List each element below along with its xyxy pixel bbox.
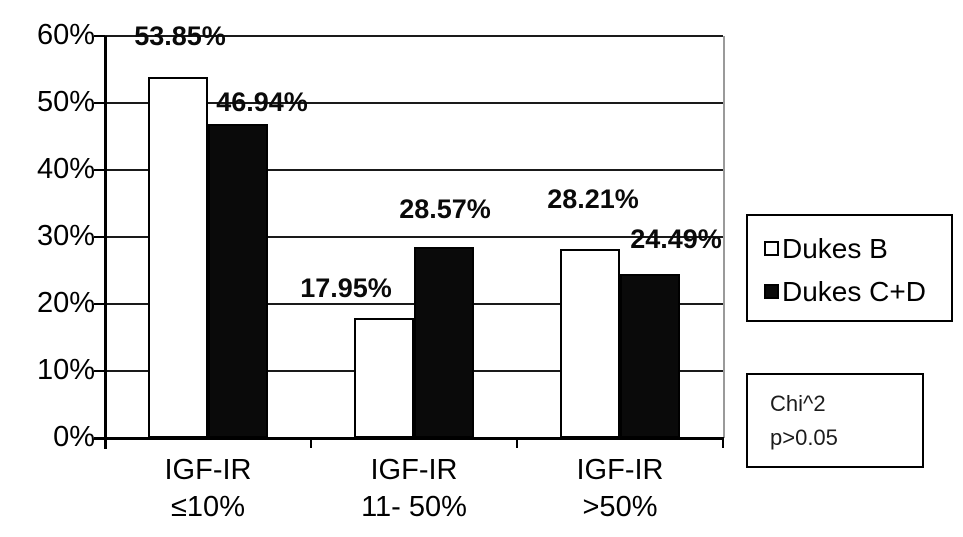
x-axis-tick-2: [722, 437, 724, 448]
x-category-label-2: IGF-IR 11- 50%: [304, 452, 524, 526]
legend-item-dukes-b: Dukes B: [764, 230, 951, 267]
data-label-dukes-b-3: 28.21%: [547, 184, 639, 214]
bar-dukes-c-d-3: [620, 273, 680, 438]
y-axis-line: [104, 36, 107, 449]
y-axis-label-20: 20%: [36, 287, 95, 319]
legend-label-dukes-b: Dukes B: [782, 232, 888, 264]
gridline-30: [105, 236, 723, 238]
y-axis-label-40: 40%: [36, 153, 95, 185]
legend-label-dukes-c-d: Dukes C+D: [782, 275, 926, 307]
x-category-line2: 11- 50%: [361, 491, 467, 523]
x-axis-tick-0: [310, 437, 312, 448]
x-category-line1: IGF-IR: [164, 454, 252, 486]
x-category-line1: IGF-IR: [576, 454, 664, 486]
data-label-dukes-c-d-1: 46.94%: [216, 87, 308, 117]
bar-dukes-b-3: [560, 248, 620, 438]
chi-square-label: Chi^2: [770, 391, 826, 416]
y-axis-label-50: 50%: [36, 86, 95, 118]
gridline-50: [105, 102, 723, 104]
p-value-label: p>0.05: [770, 425, 838, 450]
y-axis-tick: [94, 236, 105, 238]
y-axis-label-60: 60%: [36, 19, 95, 51]
x-category-label-1: IGF-IR ≤10%: [98, 452, 318, 526]
plot-right-border: [723, 36, 725, 438]
y-axis-label-30: 30%: [36, 220, 95, 252]
y-axis-tick: [94, 303, 105, 305]
data-label-dukes-c-d-2: 28.57%: [399, 194, 491, 224]
gridline-40: [105, 169, 723, 171]
y-axis-tick: [94, 169, 105, 171]
gridline-60: [105, 35, 723, 37]
chi-square-note-box: Chi^2 p>0.05: [746, 373, 924, 468]
legend-box: Dukes B Dukes C+D: [746, 214, 953, 322]
filled-square-swatch-icon: [764, 284, 779, 299]
data-label-dukes-b-2: 17.95%: [300, 273, 392, 303]
open-square-swatch-icon: [764, 241, 779, 256]
bar-dukes-c-d-2: [414, 246, 474, 438]
data-label-dukes-c-d-3: 24.49%: [630, 224, 722, 254]
bar-dukes-c-d-1: [208, 123, 268, 438]
x-category-label-3: IGF-IR >50%: [510, 452, 730, 526]
legend-items: Dukes B Dukes C+D: [764, 230, 951, 310]
data-label-dukes-b-1: 53.85%: [134, 21, 226, 51]
y-axis-tick: [94, 102, 105, 104]
y-axis-tick: [94, 370, 105, 372]
legend-item-dukes-c-d: Dukes C+D: [764, 273, 951, 310]
bar-dukes-b-2: [354, 317, 414, 438]
y-axis-label-0: 0%: [53, 421, 95, 453]
x-category-line1: IGF-IR: [370, 454, 458, 486]
x-category-line2: ≤10%: [171, 491, 245, 523]
x-axis-line: [94, 437, 724, 440]
y-axis-label-10: 10%: [36, 354, 95, 386]
x-category-line2: >50%: [582, 491, 658, 523]
bar-dukes-b-1: [148, 77, 208, 438]
y-axis-tick: [94, 35, 105, 37]
x-axis-tick-1: [516, 437, 518, 448]
